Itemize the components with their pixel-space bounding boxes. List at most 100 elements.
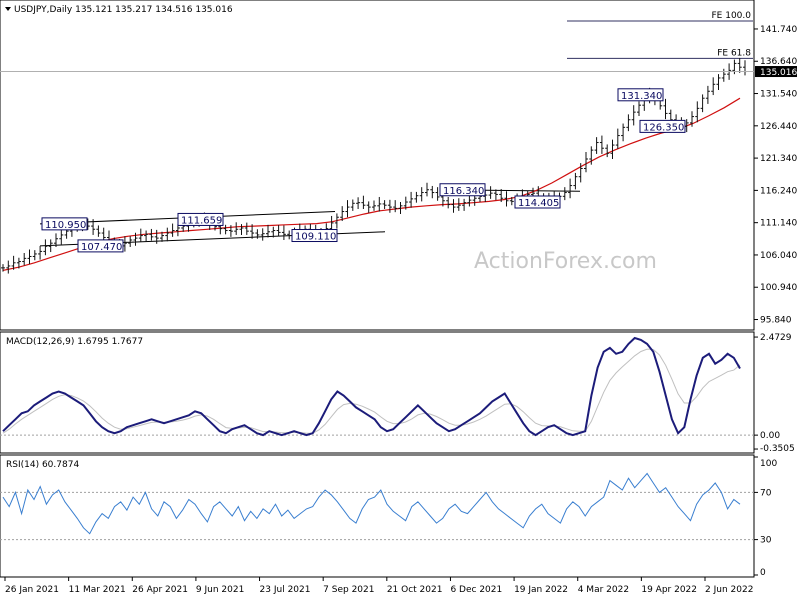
rsi-y-axis: 100 70 30 0 xyxy=(754,456,777,578)
price-bar xyxy=(6,260,11,274)
dropdown-triangle-icon[interactable] xyxy=(5,7,11,11)
price-bar xyxy=(589,146,594,165)
date-tick-label: 4 Mar 2022 xyxy=(578,585,629,595)
price-bar xyxy=(48,239,53,253)
price-pane: ActionForex.com 95.840 100.940 106.040 111.… xyxy=(0,0,797,331)
price-bar xyxy=(409,191,414,208)
price-bar xyxy=(610,139,615,159)
price-bar xyxy=(377,196,382,212)
price-annotation: 114.405 xyxy=(514,195,561,209)
price-bar xyxy=(345,200,350,218)
macd-line xyxy=(2,336,741,437)
date-tick-label: 19 Apr 2022 xyxy=(641,585,697,595)
date-axis: 26 Jan 2021 11 Mar 2021 26 Apr 2021 9 Jun 2… xyxy=(4,577,753,595)
price-bar xyxy=(138,228,143,242)
price-bar xyxy=(599,135,604,154)
price-annotation: 131.340 xyxy=(617,88,664,102)
price-tick-label: 95.840 xyxy=(760,316,792,326)
price-bar xyxy=(175,224,180,237)
price-bar xyxy=(22,252,27,266)
date-tick-label: 21 Oct 2021 xyxy=(387,585,443,595)
price-bar xyxy=(456,198,461,211)
price-bar xyxy=(54,233,58,247)
macd-pane: 2.4729 0.00 -0.3505 MACD(12,26,9) 1.6795 1… xyxy=(0,331,795,454)
price-bar xyxy=(234,222,239,235)
price-bar xyxy=(615,128,620,149)
price-bar xyxy=(38,246,43,260)
price-bar xyxy=(361,195,366,209)
price-bar xyxy=(462,198,467,211)
price-bar xyxy=(584,152,588,173)
rsi-pane: 100 70 30 0 RSI(14) 60.7874 xyxy=(0,454,777,578)
price-bar xyxy=(154,229,159,244)
price-tick-label: 136.640 xyxy=(760,57,797,67)
price-bar xyxy=(266,224,270,238)
price-tick-label: 126.440 xyxy=(760,122,797,132)
price-bar xyxy=(334,213,339,229)
price-bar xyxy=(223,224,228,235)
price-bar xyxy=(340,206,345,222)
price-tick-label: 141.740 xyxy=(760,25,797,35)
fib-label: FE 100.0 xyxy=(712,11,752,21)
price-bar xyxy=(737,58,742,73)
price-bar xyxy=(467,194,472,207)
price-bar xyxy=(244,222,249,235)
price-bar xyxy=(403,196,408,210)
price-bar xyxy=(59,227,64,245)
price-y-axis: 95.840 100.940 106.040 111.140 116.240 121.34… xyxy=(754,25,797,326)
svg-text:111.659: 111.659 xyxy=(181,215,222,226)
price-tick-label: 116.240 xyxy=(760,186,797,196)
macd-tick-label: -0.3505 xyxy=(760,444,795,454)
fibonacci-lines: FE 100.0 FE 61.8 xyxy=(567,11,753,59)
ema-line xyxy=(2,97,741,271)
price-tick-label: 121.340 xyxy=(760,154,797,164)
svg-text:109.110: 109.110 xyxy=(295,232,336,243)
rsi-tick-label: 70 xyxy=(760,488,772,498)
last-price-marker: 135.016 xyxy=(0,66,797,78)
price-bar xyxy=(350,199,355,211)
price-bar xyxy=(605,144,610,158)
price-bar xyxy=(711,77,716,96)
rsi-tick-label: 0 xyxy=(760,568,766,578)
price-bar xyxy=(493,189,498,201)
price-bar xyxy=(499,189,504,203)
price-bar xyxy=(276,225,281,237)
price-bar xyxy=(663,98,668,120)
price-bar xyxy=(419,187,424,202)
price-tick-label: 131.540 xyxy=(760,90,797,100)
macd-header: MACD(12,26,9) 1.6795 1.7677 xyxy=(6,337,143,347)
price-annotation: 107.470 xyxy=(77,239,124,253)
price-bar xyxy=(446,196,451,209)
price-bar xyxy=(228,225,233,237)
price-bar xyxy=(170,223,175,237)
price-bar xyxy=(504,191,509,207)
price-bar xyxy=(250,224,255,239)
price-bar xyxy=(573,172,578,190)
date-tick-label: 26 Jan 2021 xyxy=(5,585,59,595)
price-bar xyxy=(133,232,138,246)
price-bar xyxy=(414,191,419,203)
price-bar xyxy=(260,228,265,241)
price-bar xyxy=(160,231,164,242)
price-pane-frame xyxy=(0,0,755,331)
price-bar xyxy=(387,199,392,213)
price-bar xyxy=(32,250,37,261)
watermark: ActionForex.com xyxy=(474,249,657,274)
price-bar xyxy=(1,264,5,272)
price-bar xyxy=(562,187,567,201)
price-tick-label: 111.140 xyxy=(760,219,797,229)
price-annotations: 110.950 107.470 111.659 109.110 116.340 114.4… xyxy=(41,88,686,253)
price-annotation: 110.950 xyxy=(41,217,88,231)
date-tick-label: 26 Apr 2021 xyxy=(132,585,188,595)
macd-y-axis: 2.4729 0.00 -0.3505 xyxy=(754,333,795,454)
date-tick-label: 6 Dec 2021 xyxy=(450,585,502,595)
date-tick-label: 9 Jun 2021 xyxy=(196,585,244,595)
svg-text:110.950: 110.950 xyxy=(45,220,86,231)
price-annotation: 111.659 xyxy=(177,212,224,226)
rsi-tick-label: 30 xyxy=(760,536,772,546)
price-bar xyxy=(435,187,440,201)
price-bar xyxy=(16,257,21,269)
date-tick-label: 23 Jul 2021 xyxy=(260,585,311,595)
price-bar xyxy=(43,239,48,256)
